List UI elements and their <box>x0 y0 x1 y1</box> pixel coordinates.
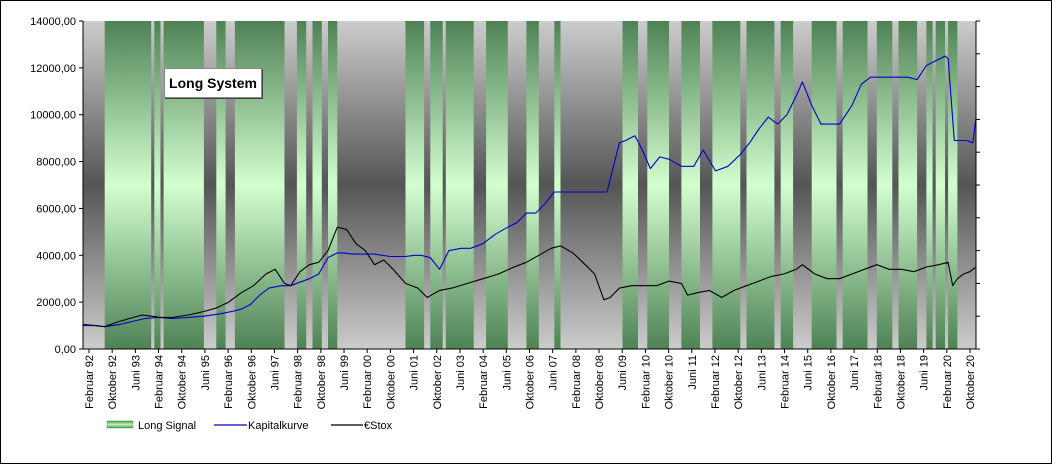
x-tick-label-1: Oktober 92 <box>107 355 119 409</box>
series-lines <box>83 55 976 328</box>
long-signal-bands <box>104 21 958 349</box>
legend-label-stox: €Stox <box>364 420 393 432</box>
x-tick-label-7: Oktober 96 <box>246 355 258 409</box>
long-signal-band-20 <box>811 21 837 349</box>
long-signal-band-1 <box>154 21 161 349</box>
y-tick-label-4: 8000,00 <box>36 157 76 169</box>
x-tick-label-19: Oktober 06 <box>525 355 537 409</box>
legend-swatch-long-signal <box>106 420 134 429</box>
long-signal-band-8 <box>405 21 425 349</box>
long-signal-band-12 <box>526 21 539 349</box>
x-tick-label-10: Oktober 98 <box>316 355 328 409</box>
y-tick-label-0: 0,00 <box>55 344 76 356</box>
long-signal-band-9 <box>430 21 443 349</box>
x-tick-label-13: Oktober 00 <box>385 355 397 409</box>
long-signal-band-6 <box>312 21 322 349</box>
x-tick-label-36: Juni 19 <box>919 355 931 390</box>
x-tick-label-33: Juni 17 <box>849 355 861 390</box>
x-tick-label-8: Juni 97 <box>270 355 282 390</box>
long-signal-band-16 <box>681 21 700 349</box>
y-tick-label-1: 2000,00 <box>36 297 76 309</box>
x-tick-label-6: Februar 96 <box>223 355 235 409</box>
x-tick-label-25: Oktober 10 <box>664 355 676 409</box>
y-tick-label-5: 10000,00 <box>30 110 76 122</box>
long-signal-band-19 <box>780 21 794 349</box>
x-tick-label-32: Oktober 16 <box>826 355 838 409</box>
x-tick-label-26: Juni 11 <box>687 355 699 390</box>
series-line-stox <box>83 226 976 328</box>
long-signal-band-5 <box>296 21 307 349</box>
x-tick-label-20: Juni 07 <box>548 355 560 390</box>
long-signal-band-17 <box>712 21 741 349</box>
x-tick-label-9: Februar 98 <box>293 355 305 409</box>
x-tick-label-15: Oktober 02 <box>432 355 444 409</box>
long-signal-band-22 <box>876 21 893 349</box>
x-tick-label-38: Oktober 20 <box>965 355 977 409</box>
x-tick-label-0: Februar 92 <box>84 355 96 409</box>
x-tick-label-11: Juni 99 <box>339 355 351 390</box>
x-tick-label-22: Oktober 08 <box>594 355 606 409</box>
x-tick-label-30: Februar 14 <box>780 355 792 409</box>
x-tick-label-29: Juni 13 <box>756 355 768 390</box>
y-tick-label-3: 6000,00 <box>36 203 76 215</box>
long-signal-band-13 <box>554 21 561 349</box>
long-signal-band-23 <box>898 21 918 349</box>
x-tick-label-14: Juni 01 <box>409 355 421 390</box>
x-tick-label-2: Juni 93 <box>130 355 142 390</box>
x-tick-label-34: Februar 18 <box>872 355 884 409</box>
x-tick-label-28: Oktober 12 <box>733 355 745 409</box>
series-line-kapitalkurve <box>83 55 976 328</box>
long-signal-band-15 <box>647 21 669 349</box>
y-tick-label-2: 4000,00 <box>36 250 76 262</box>
x-tick-label-27: Februar 12 <box>710 355 722 409</box>
y-tick-label-6: 12000,00 <box>30 63 76 75</box>
x-tick-label-24: Februar 10 <box>640 355 652 409</box>
secondary-y-axis <box>975 20 980 350</box>
x-tick-label-21: Februar 08 <box>571 355 583 409</box>
x-tick-label-16: Juni 03 <box>455 355 467 390</box>
x-tick-label-35: Oktober 18 <box>895 355 907 409</box>
long-signal-band-14 <box>622 21 638 349</box>
x-tick-label-3: Februar 94 <box>154 355 166 409</box>
long-signal-band-3 <box>216 21 226 349</box>
x-tick-label-37: Februar 20 <box>942 355 954 409</box>
long-signal-band-25 <box>935 21 945 349</box>
x-tick-label-23: Juni 09 <box>617 355 629 390</box>
long-signal-band-26 <box>948 21 958 349</box>
x-tick-label-4: Oktober 94 <box>177 355 189 409</box>
x-tick-label-12: Februar 00 <box>362 355 374 409</box>
x-tick-label-31: Juni 15 <box>803 355 815 390</box>
long-signal-band-21 <box>842 21 868 349</box>
x-tick-label-5: Juni 95 <box>200 355 212 390</box>
y-axis: 0,00 2000,00 4000,00 6000,00 8000,00 10000,00… <box>30 16 84 356</box>
y-tick-label-7: 14000,00 <box>30 16 76 28</box>
long-signal-band-7 <box>328 21 338 349</box>
long-signal-band-10 <box>445 21 474 349</box>
long-signal-band-11 <box>486 21 508 349</box>
legend-label-long-signal: Long Signal <box>138 420 196 432</box>
chart-title: Long System <box>164 68 262 98</box>
long-signal-band-18 <box>746 21 775 349</box>
x-axis: Februar 92 Oktober 92 Juni 93 Februar 94 Okt… <box>83 348 977 409</box>
x-tick-label-18: Juni 05 <box>501 355 513 390</box>
legend-label-kapitalkurve: Kapitalkurve <box>248 420 309 432</box>
long-signal-band-0 <box>104 21 152 349</box>
long-signal-band-24 <box>926 21 933 349</box>
legend: Long Signal Kapitalkurve €Stox <box>106 420 393 432</box>
x-tick-label-17: Februar 04 <box>478 355 490 409</box>
